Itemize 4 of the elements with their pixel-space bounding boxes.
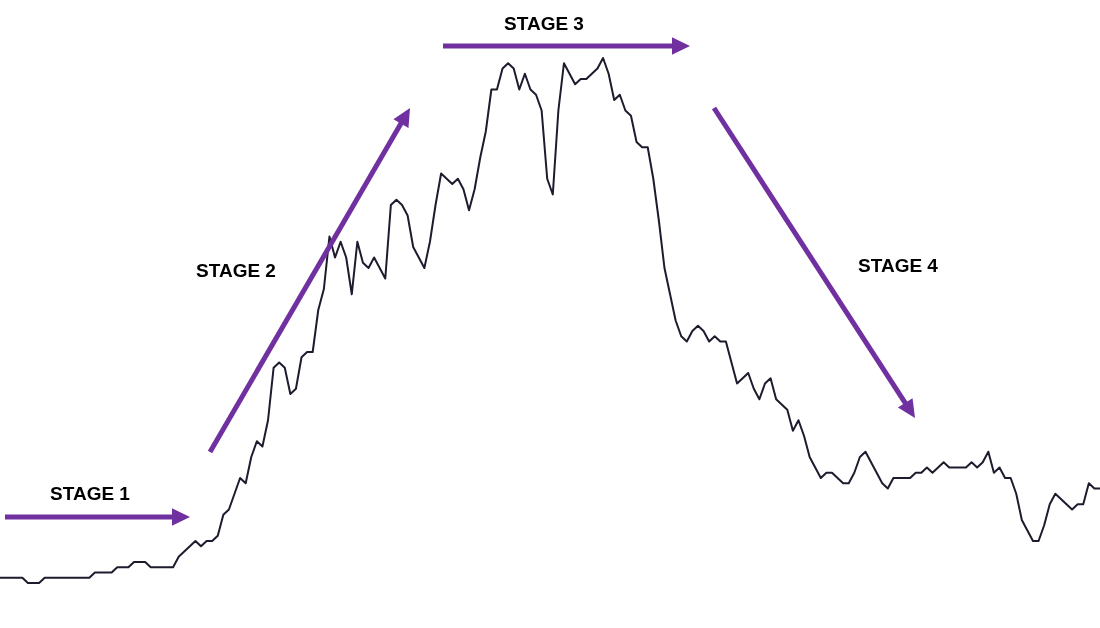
annotation: STAGE 2 bbox=[196, 260, 276, 281]
annotation: STAGE 1 bbox=[50, 483, 131, 504]
annotation: STAGE 4 bbox=[858, 255, 939, 276]
text: STAGE 3 bbox=[504, 13, 584, 34]
